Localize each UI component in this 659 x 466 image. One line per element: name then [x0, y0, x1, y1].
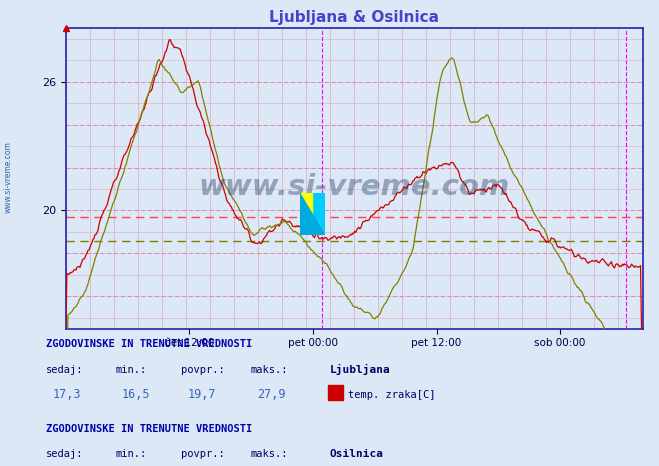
Text: www.si-vreme.com: www.si-vreme.com [3, 141, 13, 213]
Text: maks.:: maks.: [250, 449, 288, 459]
Text: ZGODOVINSKE IN TRENUTNE VREDNOSTI: ZGODOVINSKE IN TRENUTNE VREDNOSTI [46, 339, 252, 349]
Text: 19,7: 19,7 [188, 389, 216, 401]
Text: Osilnica: Osilnica [330, 449, 384, 459]
Polygon shape [300, 193, 312, 235]
Text: povpr.:: povpr.: [181, 449, 225, 459]
Text: min.:: min.: [115, 365, 146, 375]
Text: www.si-vreme.com: www.si-vreme.com [198, 173, 510, 201]
Text: povpr.:: povpr.: [181, 365, 225, 375]
Text: 27,9: 27,9 [257, 389, 285, 401]
Text: sedaj:: sedaj: [46, 449, 84, 459]
Text: sedaj:: sedaj: [46, 365, 84, 375]
Text: min.:: min.: [115, 449, 146, 459]
Polygon shape [300, 193, 325, 235]
Text: maks.:: maks.: [250, 365, 288, 375]
Title: Ljubljana & Osilnica: Ljubljana & Osilnica [270, 10, 439, 26]
Text: ZGODOVINSKE IN TRENUTNE VREDNOSTI: ZGODOVINSKE IN TRENUTNE VREDNOSTI [46, 424, 252, 434]
Text: Ljubljana: Ljubljana [330, 364, 390, 375]
Text: 16,5: 16,5 [122, 389, 150, 401]
Text: temp. zraka[C]: temp. zraka[C] [348, 391, 436, 400]
Polygon shape [312, 193, 325, 235]
Text: 17,3: 17,3 [53, 389, 81, 401]
